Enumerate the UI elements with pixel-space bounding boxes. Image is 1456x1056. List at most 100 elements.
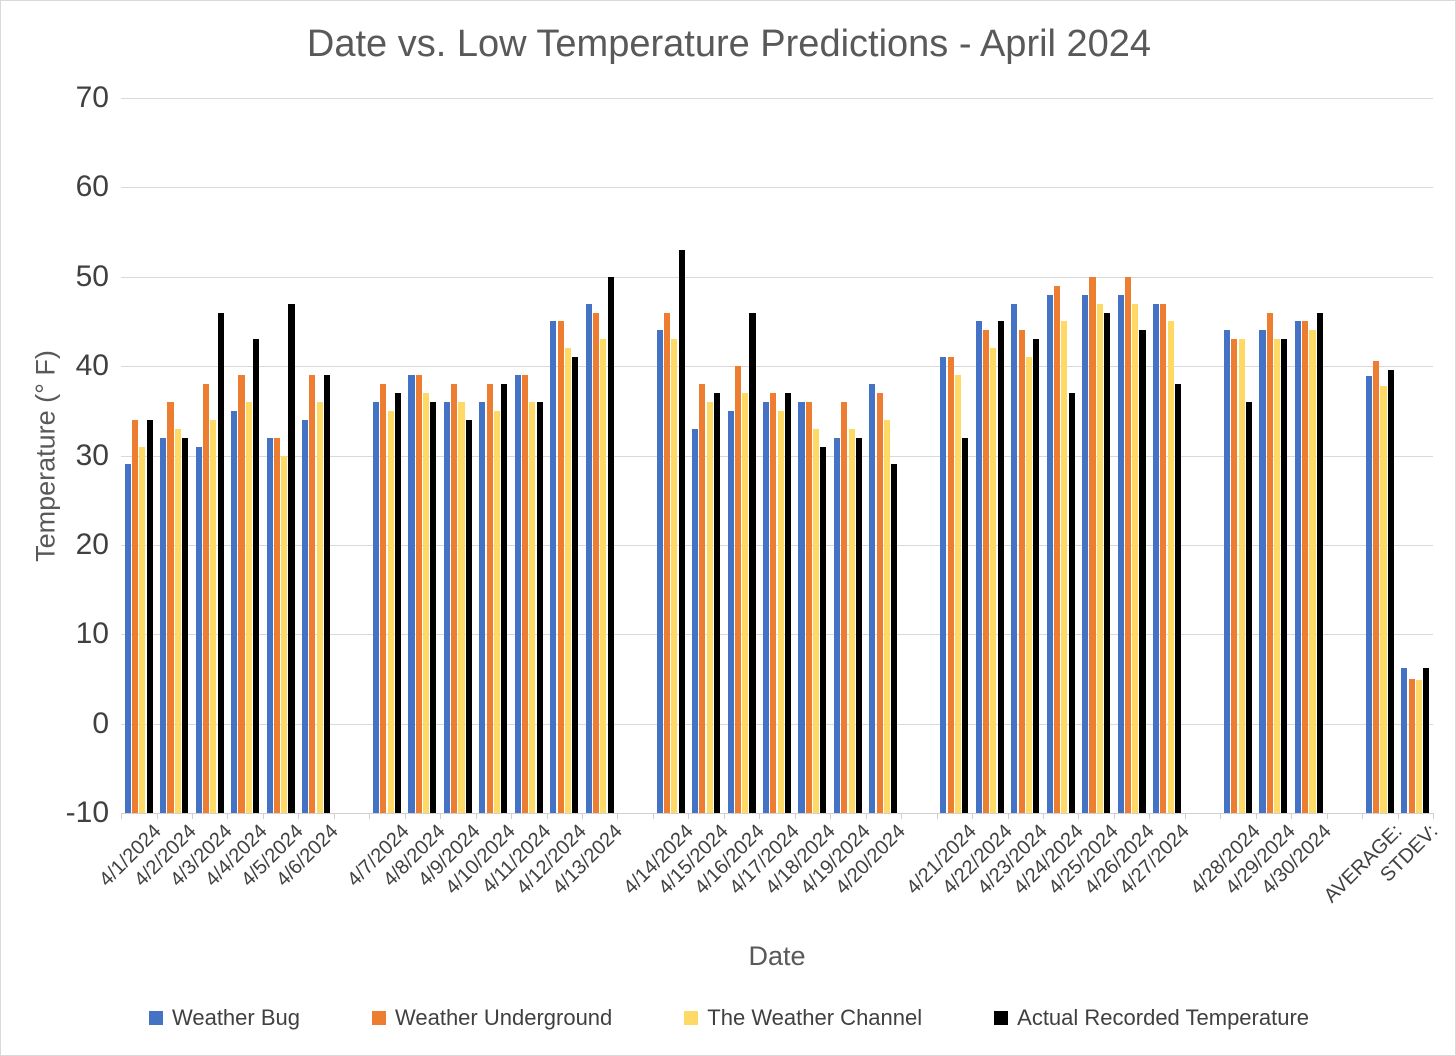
bar-weather-underground: [770, 392, 777, 813]
x-axis-tick: [121, 813, 122, 819]
bar-actual-recorded-temperature: [997, 321, 1004, 813]
bar-the-weather-channel: [742, 392, 749, 813]
bar-actual-recorded-temperature: [855, 437, 862, 813]
x-axis-tick: [617, 813, 619, 819]
bar-weather-underground: [1408, 678, 1415, 813]
bar-the-weather-channel: [493, 410, 501, 813]
bar-weather-bug: [302, 419, 309, 814]
bar-the-weather-channel: [1061, 321, 1068, 813]
bar-weather-underground: [273, 437, 280, 813]
bar-weather-bug: [656, 330, 663, 813]
bar-the-weather-channel: [848, 428, 855, 813]
x-axis-tick: [227, 813, 229, 819]
bar-weather-underground: [202, 384, 210, 813]
x-axis-tick: [1149, 813, 1151, 819]
y-tick-label: 20: [75, 527, 109, 561]
bar-actual-recorded-temperature: [394, 392, 401, 813]
legend-label: Actual Recorded Temperature: [1017, 1005, 1310, 1030]
gridline: [121, 634, 1433, 636]
bar-actual-recorded-temperature: [1104, 312, 1111, 813]
y-tick-label: 10: [75, 617, 109, 651]
x-axis-tick: [1397, 813, 1399, 819]
bar-weather-underground: [132, 419, 139, 814]
legend-item-actual-recorded-temperature: Actual Recorded Temperature: [994, 1005, 1309, 1031]
bar-the-weather-channel: [1274, 339, 1281, 813]
gridline: [121, 723, 1433, 725]
legend-label: Weather Underground: [395, 1005, 613, 1030]
y-tick-label: 30: [75, 438, 109, 472]
x-axis-tick: [652, 813, 654, 819]
legend-item-weather-bug: Weather Bug: [148, 1005, 300, 1031]
bar-actual-recorded-temperature: [253, 339, 260, 813]
bar-weather-bug: [763, 401, 770, 813]
x-axis-tick: [830, 813, 832, 819]
x-axis-tick: [1433, 813, 1434, 819]
x-axis-tick: [582, 813, 583, 819]
bar-weather-underground: [734, 366, 741, 813]
x-axis-tick: [865, 813, 867, 819]
bar-weather-underground: [1373, 360, 1380, 813]
bar-actual-recorded-temperature: [1174, 384, 1182, 813]
bar-weather-bug: [1046, 294, 1053, 813]
legend-label: The Weather Channel: [707, 1005, 923, 1030]
bar-actual-recorded-temperature: [713, 392, 721, 813]
legend-swatch-the-weather-channel: [684, 1011, 699, 1025]
bar-weather-bug: [372, 401, 380, 813]
gridline: [121, 276, 1433, 278]
bar-weather-underground: [1053, 285, 1061, 813]
bar-weather-underground: [1231, 339, 1238, 813]
bar-weather-underground: [1266, 312, 1273, 813]
bar-weather-bug: [1294, 321, 1301, 813]
bar-the-weather-channel: [1380, 385, 1387, 813]
bar-actual-recorded-temperature: [430, 401, 437, 813]
bar-weather-bug: [585, 303, 592, 813]
bar-the-weather-channel: [245, 401, 252, 813]
bar-the-weather-channel: [671, 339, 678, 813]
bar-actual-recorded-temperature: [1423, 668, 1430, 813]
bar-weather-bug: [408, 375, 415, 813]
x-axis-tick: [156, 813, 158, 819]
x-axis-tick: [262, 813, 264, 819]
bar-actual-recorded-temperature: [962, 437, 969, 813]
bar-weather-underground: [805, 401, 812, 813]
bar-actual-recorded-temperature: [501, 384, 508, 813]
legend-label: Weather Bug: [171, 1005, 300, 1030]
x-axis-tick: [511, 813, 513, 819]
x-axis-tick: [475, 813, 477, 819]
y-tick-label: -10: [65, 796, 109, 829]
bar-actual-recorded-temperature: [1033, 339, 1040, 813]
x-axis-tick: [759, 813, 761, 819]
bar-weather-underground: [1018, 330, 1025, 813]
x-axis-tick: [688, 813, 690, 819]
legend: Weather Bug Weather Underground The Weathe…: [1, 1005, 1455, 1031]
bar-weather-bug: [160, 437, 167, 813]
bar-weather-bug: [940, 357, 947, 813]
bar-weather-underground: [1302, 321, 1309, 813]
bar-the-weather-channel: [777, 410, 784, 813]
bar-weather-underground: [983, 330, 990, 813]
x-axis-tick: [1220, 813, 1222, 819]
gridline: [121, 187, 1433, 189]
bar-the-weather-channel: [813, 428, 820, 813]
bar-weather-bug: [1365, 376, 1372, 813]
bar-the-weather-channel: [954, 375, 961, 813]
y-tick-label: 70: [75, 81, 109, 114]
bar-actual-recorded-temperature: [536, 401, 543, 813]
bar-actual-recorded-temperature: [1245, 401, 1252, 813]
gridline: [121, 98, 1433, 99]
x-axis-tick: [1007, 813, 1009, 819]
bar-actual-recorded-temperature: [1139, 330, 1146, 813]
y-tick-label: 50: [75, 259, 109, 293]
x-axis-tick: [333, 813, 335, 819]
legend-swatch-weather-bug: [148, 1011, 163, 1025]
bar-weather-bug: [1223, 330, 1231, 813]
x-axis-tick: [1078, 813, 1080, 819]
x-axis-tick: [546, 813, 548, 819]
bar-weather-underground: [699, 384, 706, 813]
bar-actual-recorded-temperature: [217, 312, 224, 813]
bar-the-weather-channel: [281, 455, 288, 813]
bar-weather-underground: [238, 375, 245, 813]
bar-weather-bug: [195, 446, 202, 813]
bar-weather-bug: [550, 321, 557, 813]
